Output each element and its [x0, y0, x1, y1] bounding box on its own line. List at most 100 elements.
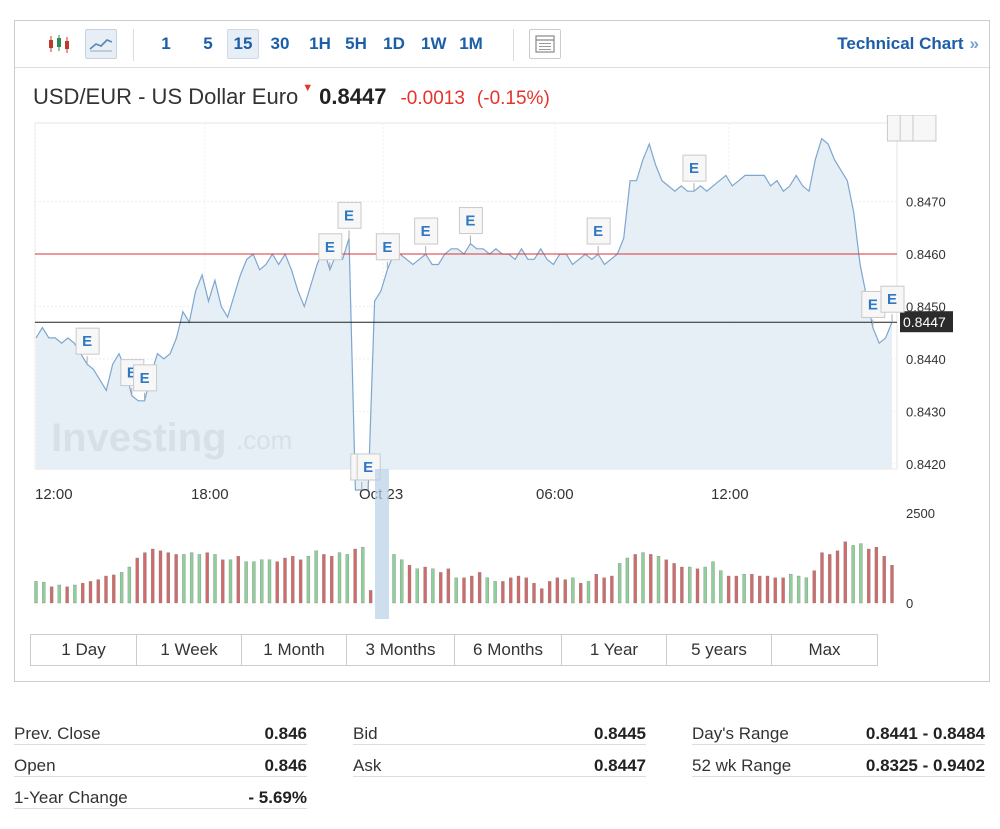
volume-bar [65, 586, 69, 604]
candlestick-icon[interactable] [43, 29, 75, 59]
double-chevron-right-icon: » [969, 34, 979, 53]
range-button-3-months[interactable]: 3 Months [346, 634, 455, 666]
timeframe-1w[interactable]: 1W [421, 34, 447, 53]
y-tick-label: 0.8430 [906, 404, 946, 419]
range-button-1-week[interactable]: 1 Week [136, 634, 242, 666]
timeframe-1m[interactable]: 1M [459, 34, 483, 53]
volume-bar [158, 550, 163, 604]
table-view-icon[interactable] [529, 29, 561, 59]
timeframe-15[interactable]: 15 [227, 29, 259, 59]
current-price-label: 0.8447 [903, 314, 946, 330]
timeframe-5h[interactable]: 5H [345, 34, 367, 53]
volume-bar [314, 550, 318, 604]
volume-bar [664, 559, 668, 604]
chart-panel: 1 5 15 30 1H 5H 1D 1W 1M Technical Chart» USD/EU… [14, 20, 990, 682]
range-button-5-years[interactable]: 5 years [666, 634, 772, 666]
volume-bar [57, 584, 61, 604]
event-marker [682, 154, 707, 182]
event-marker-label: E [906, 115, 916, 119]
range-button-1-month[interactable]: 1 Month [241, 634, 347, 666]
area-chart-icon[interactable] [85, 29, 117, 59]
volume-bar [649, 554, 653, 604]
volume-bar [547, 581, 552, 604]
stat-label: 52 wk Range [692, 756, 792, 775]
volume-bar [228, 559, 233, 604]
current-price-tag [900, 311, 953, 333]
volume-bar [407, 565, 412, 604]
volume-bar [867, 548, 871, 604]
volume-bar [73, 584, 77, 604]
y-tick-label: 0.8460 [906, 247, 946, 262]
event-marker-label: E [689, 160, 699, 177]
volume-bar [579, 583, 583, 604]
price-area [36, 138, 892, 490]
volume-bar [859, 543, 863, 604]
range-button-max[interactable]: Max [771, 634, 878, 666]
timeframe-1d[interactable]: 1D [383, 34, 405, 53]
event-marker [912, 115, 937, 142]
y-tick-label: 0.8470 [906, 195, 946, 210]
volume-bar [49, 586, 54, 604]
toolbar-divider [513, 29, 514, 61]
range-button-6-months[interactable]: 6 Months [454, 634, 562, 666]
volume-bar [765, 575, 770, 604]
volume-bar [516, 575, 521, 604]
event-marker-label: E [465, 213, 475, 230]
event-marker-label: E [140, 370, 150, 387]
x-tick-label: 12:00 [35, 486, 73, 503]
volume-bar [96, 579, 100, 604]
event-marker [458, 207, 483, 235]
volume-bar [672, 563, 676, 604]
timeframe-1h[interactable]: 1H [309, 34, 331, 53]
volume-bar [446, 568, 451, 604]
volume-bar [135, 557, 139, 604]
volume-bar [555, 577, 560, 604]
volume-bar [42, 581, 46, 604]
volume-bar [361, 547, 365, 604]
volume-bar [368, 590, 373, 604]
volume-bar [81, 583, 85, 604]
event-marker [318, 233, 343, 261]
range-selector: 1 Day 1 Week 1 Month 3 Months 6 Months 1 Year… [30, 634, 878, 666]
volume-bar [119, 572, 124, 604]
volume-bar [151, 548, 155, 604]
volume-bar [166, 552, 170, 604]
volume-bar [890, 565, 894, 604]
timeframe-1[interactable]: 1 [161, 34, 171, 53]
volume-bar [719, 570, 723, 604]
event-marker [375, 233, 400, 261]
stat-row: Open 0.846 [14, 746, 307, 777]
event-marker-label: E [325, 239, 335, 256]
volume-bar [462, 577, 466, 604]
volume-bar [143, 552, 147, 604]
event-marker-label: E [868, 296, 878, 313]
event-marker-label: E [127, 365, 137, 382]
range-button-1-day[interactable]: 1 Day [30, 634, 137, 666]
volume-bar [680, 566, 684, 604]
volume-bar [688, 566, 692, 604]
price-change: -0.0013 [400, 88, 465, 109]
volume-bar [703, 566, 707, 604]
volume-bar [540, 588, 544, 604]
volume-bar [711, 561, 715, 604]
volume-bar [835, 550, 840, 604]
timeframe-5[interactable]: 5 [203, 34, 213, 53]
stat-row: Ask 0.8447 [353, 746, 646, 777]
stat-label: Bid [353, 724, 378, 743]
toolbar-divider [133, 29, 134, 61]
range-button-1-year[interactable]: 1 Year [561, 634, 667, 666]
timeframe-30[interactable]: 30 [270, 34, 290, 53]
volume-bar [322, 554, 326, 604]
volume-bar [633, 554, 637, 604]
volume-bar [882, 556, 886, 604]
technical-chart-link[interactable]: Technical Chart » [837, 34, 979, 54]
volume-bar [509, 577, 513, 604]
price-chart[interactable]: 0.84700.84600.84500.84400.84300.8420Inve… [15, 115, 989, 627]
volume-bar [594, 574, 598, 604]
volume-bar [283, 557, 287, 604]
volume-tick-label: 0 [906, 596, 913, 611]
volume-bar [182, 554, 186, 604]
stat-row: Bid 0.8445 [353, 714, 646, 745]
volume-bar [291, 556, 295, 604]
stat-value: 0.8447 [594, 756, 646, 775]
